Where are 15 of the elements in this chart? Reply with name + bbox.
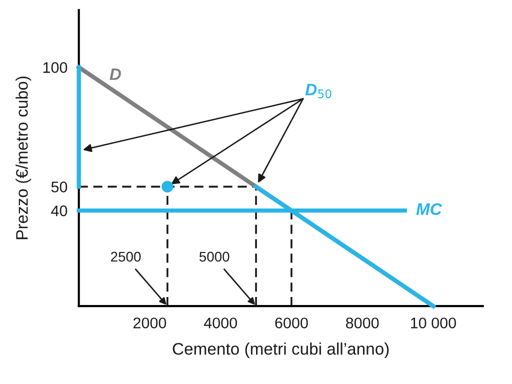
y-tick-label: 50: [51, 182, 68, 192]
annotation: 5000: [199, 252, 230, 262]
series-label: D: [110, 68, 121, 80]
x-tick-label: 6000: [275, 318, 308, 328]
x-axis-title: Cemento (metri cubi all’anno): [172, 342, 389, 358]
y-tick-label: 100: [43, 62, 68, 73]
series-label: MC: [416, 203, 442, 216]
annotation: 2500: [111, 252, 141, 262]
x-tick-label: 2000: [133, 318, 166, 328]
x-tick-label: 10 000: [411, 318, 456, 328]
y-tick-label: 40: [51, 205, 68, 216]
x-tick-label: 4000: [204, 318, 237, 328]
x-tick-label: 8000: [346, 318, 379, 328]
y-axis-title: Prezzo (€/metro cubo): [16, 76, 32, 240]
text: D$_{50}$: [305, 84, 332, 98]
